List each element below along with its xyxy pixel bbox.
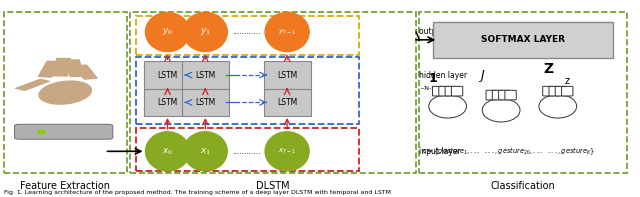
FancyBboxPatch shape xyxy=(499,90,510,100)
Text: J: J xyxy=(481,69,484,82)
FancyBboxPatch shape xyxy=(182,61,229,89)
FancyBboxPatch shape xyxy=(549,86,560,96)
Text: ............: ............ xyxy=(232,28,260,36)
FancyBboxPatch shape xyxy=(433,86,444,96)
Ellipse shape xyxy=(429,95,467,118)
Ellipse shape xyxy=(265,132,309,171)
Ellipse shape xyxy=(183,132,227,171)
Text: z: z xyxy=(564,76,570,86)
Text: LSTM: LSTM xyxy=(277,98,297,107)
FancyBboxPatch shape xyxy=(264,61,310,89)
Text: $y_{T-1}$: $y_{T-1}$ xyxy=(278,27,296,37)
FancyBboxPatch shape xyxy=(561,86,573,96)
FancyBboxPatch shape xyxy=(543,86,554,96)
Text: LSTM: LSTM xyxy=(195,98,216,107)
Text: LSTM: LSTM xyxy=(195,71,216,80)
Text: DLSTM: DLSTM xyxy=(256,180,290,190)
Text: LSTM: LSTM xyxy=(277,71,297,80)
FancyBboxPatch shape xyxy=(72,64,98,80)
Text: $c=\{gesture_1,...\ \ ...,gesture_{20},...\ \ ...,gesture_K\}$: $c=\{gesture_1,...\ \ ...,gesture_{20},.… xyxy=(422,146,595,157)
Text: $y_1$: $y_1$ xyxy=(200,26,211,37)
FancyBboxPatch shape xyxy=(445,86,456,96)
FancyBboxPatch shape xyxy=(182,89,229,116)
Ellipse shape xyxy=(483,98,520,122)
FancyBboxPatch shape xyxy=(264,89,310,116)
Text: ............: ............ xyxy=(232,147,260,156)
Text: $x_{T-1}$: $x_{T-1}$ xyxy=(278,147,296,156)
Text: SOFTMAX LAYER: SOFTMAX LAYER xyxy=(481,35,565,44)
Ellipse shape xyxy=(265,12,309,52)
Text: Z: Z xyxy=(543,62,554,76)
Text: hidden layer: hidden layer xyxy=(419,71,467,80)
FancyBboxPatch shape xyxy=(505,90,516,100)
Text: Fig. 1. Learning architecture of the proposed method. The training scheme of a d: Fig. 1. Learning architecture of the pro… xyxy=(4,190,391,195)
Text: $y_0$: $y_0$ xyxy=(162,26,173,37)
Text: $x_0$: $x_0$ xyxy=(162,146,173,157)
FancyBboxPatch shape xyxy=(486,90,497,100)
FancyBboxPatch shape xyxy=(65,59,84,77)
FancyBboxPatch shape xyxy=(433,22,613,58)
FancyBboxPatch shape xyxy=(144,61,191,89)
FancyBboxPatch shape xyxy=(38,60,61,78)
FancyBboxPatch shape xyxy=(144,89,191,116)
Ellipse shape xyxy=(183,12,227,52)
Ellipse shape xyxy=(145,132,189,171)
Text: ~N-Layer: ~N-Layer xyxy=(419,86,449,91)
Text: Feature Extraction: Feature Extraction xyxy=(20,180,110,190)
Text: 1: 1 xyxy=(429,72,438,85)
FancyBboxPatch shape xyxy=(492,90,504,100)
FancyBboxPatch shape xyxy=(556,86,566,96)
FancyBboxPatch shape xyxy=(15,124,113,139)
Ellipse shape xyxy=(539,95,577,118)
Ellipse shape xyxy=(145,12,189,52)
FancyBboxPatch shape xyxy=(53,58,71,77)
Text: input layer: input layer xyxy=(419,147,461,156)
Text: output layer: output layer xyxy=(419,28,467,36)
Ellipse shape xyxy=(38,130,45,134)
Text: LSTM: LSTM xyxy=(157,71,178,80)
Text: $x_1$: $x_1$ xyxy=(200,146,211,157)
FancyBboxPatch shape xyxy=(439,86,450,96)
Text: LSTM: LSTM xyxy=(157,98,178,107)
FancyBboxPatch shape xyxy=(15,79,51,91)
Text: Classification: Classification xyxy=(491,180,556,190)
FancyBboxPatch shape xyxy=(451,86,463,96)
Ellipse shape xyxy=(39,81,92,104)
